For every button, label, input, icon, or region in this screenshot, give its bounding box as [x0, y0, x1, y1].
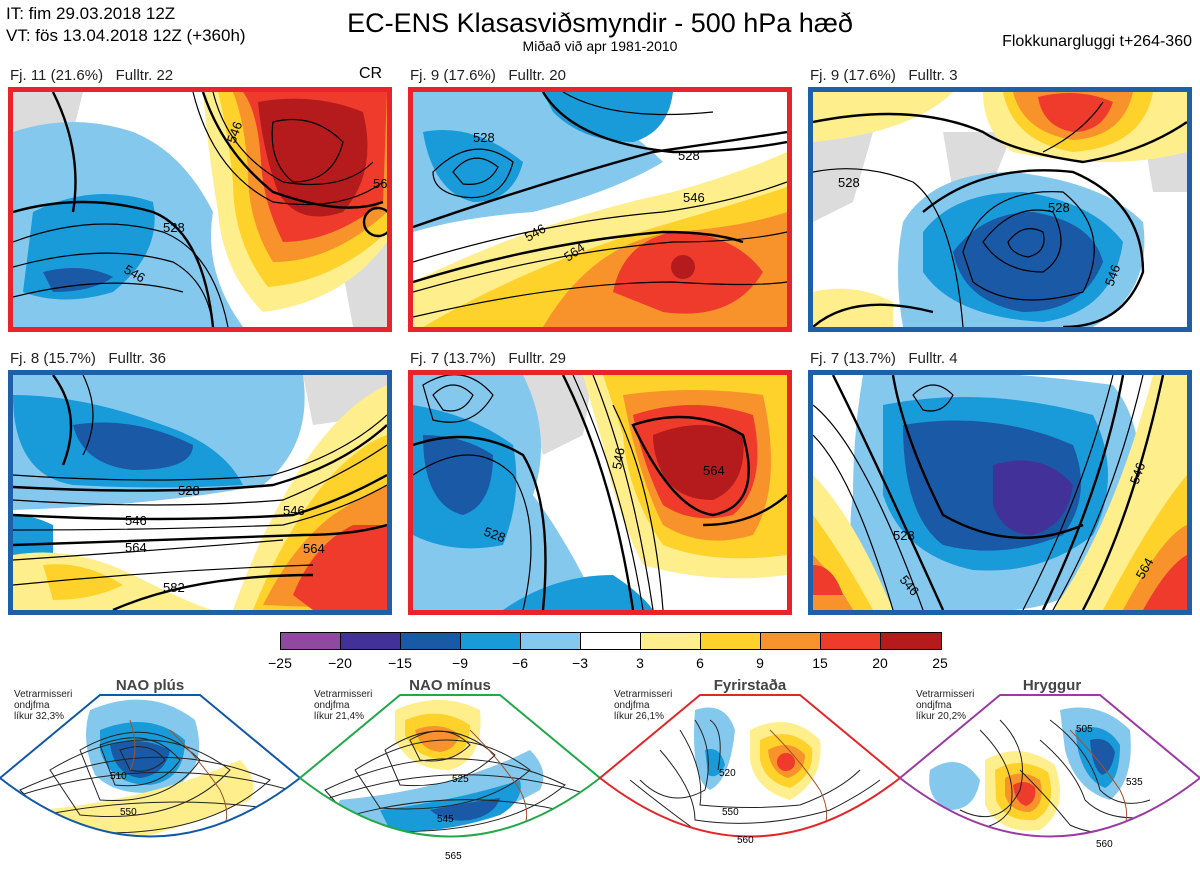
cluster-panel-1: 528 546 564 546 [8, 87, 392, 332]
panel-3-contour-3: 546 [1102, 263, 1124, 289]
colorbar-bin-2 [340, 632, 401, 650]
colorbar-tick-5: −6 [512, 655, 528, 671]
cluster-window: Flokkunargluggi t+264-360 [1002, 33, 1192, 50]
colorbar-tick-10: 15 [812, 655, 828, 671]
panel-1-tag: CR [359, 65, 383, 82]
colorbar-bin-11 [880, 632, 942, 650]
regime-3-contour-2: 550 [722, 807, 739, 818]
cluster-panel-2: 528 528 546 546 564 [408, 87, 792, 332]
valid-time: VT: fös 13.04.2018 12Z (+360h) [6, 26, 246, 45]
regime-3-title: Fyrirstaða [713, 677, 787, 694]
panel-4-label: Fj. 8 (15.7%) Fulltr. 36 [10, 350, 166, 367]
panel-5-contour-1: 528 [482, 524, 508, 546]
panel-4-contour-4: 582 [163, 580, 185, 595]
colorbar-tick-12: 25 [932, 655, 948, 671]
regime-3-note: Vetrarmisseri ondjfma líkur 26,1% [614, 689, 673, 722]
colorbar-bin-9 [760, 632, 821, 650]
colorbar-tick-7: 3 [636, 655, 644, 671]
regime-2-title: NAO mínus [409, 677, 491, 694]
colorbar-bin-8 [700, 632, 761, 650]
colorbar-tick-4: −9 [452, 655, 468, 671]
colorbar-tick-8: 6 [696, 655, 704, 671]
panel-4-contour-2: 546 [125, 513, 147, 528]
regime-2-note: Vetrarmisseri ondjfma líkur 21,4% [314, 689, 373, 722]
panel-4-contour-6: 564 [303, 541, 325, 556]
colorbar-bin-10 [820, 632, 881, 650]
colorbar-bin-3 [400, 632, 461, 650]
panel-6-label: Fj. 7 (13.7%) Fulltr. 4 [810, 350, 958, 367]
colorbar-bin-7 [640, 632, 701, 650]
regime-4-title: Hryggur [1022, 677, 1082, 694]
regime-4-contour-1: 505 [1076, 724, 1093, 735]
regime-1-title: NAO plús [115, 677, 185, 694]
panel-2-contour-1: 528 [473, 130, 495, 145]
page-title: EC-ENS Klasasviðsmyndir - 500 hPa hæð [347, 8, 853, 38]
regime-4-contour-3: 560 [1096, 839, 1113, 850]
panel-3-label: Fj. 9 (17.6%) Fulltr. 3 [810, 67, 958, 84]
panel-2-contour-2: 528 [678, 148, 700, 163]
panel-5-label: Fj. 7 (13.7%) Fulltr. 29 [410, 350, 566, 367]
regime-1-note: Vetrarmisseri ondjfma líkur 32,3% [14, 689, 73, 722]
cluster-panel-4: 528 546 564 582 546 564 [8, 370, 392, 615]
regime-1-contour-2: 550 [120, 807, 137, 818]
cluster-panel-6: 528 546 564 546 [808, 370, 1192, 615]
panel-5-contour-3: 564 [703, 463, 725, 478]
colorbar [280, 632, 942, 650]
colorbar-tick-9: 9 [756, 655, 764, 671]
colorbar-tick-6: −3 [572, 655, 588, 671]
colorbar-tick-2: −20 [328, 655, 352, 671]
regime-2-map: 525 545 565 [298, 690, 602, 870]
regime-4-map: 505 535 560 [898, 690, 1200, 870]
panel-2-contour-3: 546 [683, 190, 705, 205]
regime-3-contour-3: 560 [737, 835, 754, 846]
panel-3-contour-2: 528 [1048, 200, 1070, 215]
panel-1-label: Fj. 11 (21.6%) Fulltr. 22 [10, 67, 174, 84]
init-time: IT: fim 29.03.2018 12Z [6, 4, 176, 23]
colorbar-bin-4 [460, 632, 521, 650]
panel-6-contour-4: 546 [1127, 461, 1149, 487]
regime-4-note: Vetrarmisseri ondjfma líkur 20,2% [916, 689, 975, 722]
regime-2-contour-3: 565 [445, 851, 462, 862]
regime-2-contour-1: 525 [452, 774, 469, 785]
panel-4-contour-1: 528 [178, 483, 200, 498]
panel-4-contour-3: 564 [125, 540, 147, 555]
regime-3-contour-1: 520 [719, 768, 736, 779]
panel-3-contour-1: 528 [838, 175, 860, 190]
panel-2-label: Fj. 9 (17.6%) Fulltr. 20 [410, 67, 566, 84]
panel-1-contour-2: 546 [224, 120, 246, 146]
panel-4-contour-5: 546 [283, 503, 305, 518]
panel-5-contour-2: 546 [609, 447, 628, 471]
colorbar-bin-5 [520, 632, 581, 650]
panel-1-contour-1: 528 [163, 220, 185, 235]
regime-1-map: 510 550 [0, 690, 302, 870]
colorbar-tick-3: −15 [388, 655, 412, 671]
colorbar-bin-6 [580, 632, 641, 650]
cluster-panel-3: 528 528 546 [808, 87, 1192, 332]
regime-3-map: 520 550 560 [598, 690, 902, 870]
regime-2-contour-2: 545 [437, 814, 454, 825]
colorbar-bin-1 [280, 632, 341, 650]
cluster-panel-5: 528 546 564 [408, 370, 792, 615]
regime-4-contour-2: 535 [1126, 777, 1143, 788]
colorbar-tick-1: −25 [268, 655, 292, 671]
colorbar-tick-11: 20 [872, 655, 888, 671]
panel-1-contour-3: 564 [373, 176, 387, 191]
panel-6-contour-1: 528 [893, 528, 915, 543]
page-subtitle: Miðað við apr 1981-2010 [522, 38, 678, 54]
regime-1-contour-1: 510 [110, 771, 127, 782]
